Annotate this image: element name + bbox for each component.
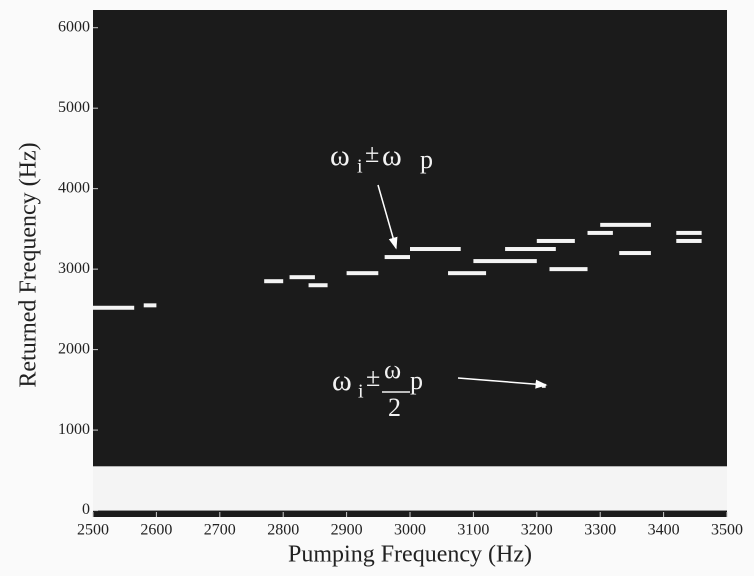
trace: [448, 271, 487, 276]
x-tick-label: 2900: [331, 522, 363, 539]
annotation: ω: [330, 139, 350, 172]
x-tick-label: 3500: [711, 522, 743, 539]
trace: [264, 279, 284, 284]
annotation: ω: [332, 364, 352, 397]
y-tick-label: 5000: [58, 99, 90, 116]
trace: [676, 238, 702, 243]
y-tick-label: 0: [82, 501, 90, 518]
trace: [308, 283, 328, 288]
annotation: i: [358, 381, 364, 403]
annotation: p: [420, 145, 433, 174]
trace: [587, 230, 613, 235]
annotation: ±: [365, 139, 379, 168]
y-tick-label: 6000: [58, 18, 90, 35]
x-tick-label: 2700: [204, 522, 236, 539]
trace: [410, 247, 461, 252]
x-tick-label: 3200: [521, 522, 553, 539]
trace: [473, 259, 537, 264]
x-tick-label: 2600: [140, 522, 172, 539]
trace: [505, 247, 556, 252]
x-tick-label: 2500: [77, 522, 109, 539]
trace: [549, 267, 588, 272]
y-tick-label: 3000: [58, 260, 90, 277]
plot-area: [93, 10, 727, 517]
trace: [93, 305, 135, 310]
trace: [600, 222, 651, 227]
trace: [384, 255, 410, 260]
x-tick-label: 2800: [267, 522, 299, 539]
x-tick-label: 3300: [584, 522, 616, 539]
trace: [289, 275, 315, 280]
annotation: ±: [366, 363, 380, 392]
y-tick-label: 4000: [58, 179, 90, 196]
arrow: [377, 184, 398, 250]
y-tick-label: 2000: [58, 340, 90, 357]
annotation: ω: [382, 139, 402, 172]
trace: [536, 238, 575, 243]
annotation: p: [410, 366, 423, 395]
low-frequency-band: [93, 466, 727, 511]
annotation: i: [357, 156, 363, 178]
arrow: [457, 377, 548, 389]
y-tick-label: 1000: [58, 421, 90, 438]
annotation: 2: [388, 393, 401, 422]
x-tick-label: 3400: [648, 522, 680, 539]
trace: [619, 251, 651, 256]
trace: [676, 230, 702, 235]
trace: [346, 271, 379, 276]
x-tick-label: 3100: [457, 522, 489, 539]
trace: [143, 303, 157, 308]
y-axis-title: Returned Frequency (Hz): [16, 142, 42, 387]
annotation: ω: [384, 355, 401, 384]
x-axis-title: Pumping Frequency (Hz): [288, 542, 532, 568]
x-tick-label: 3000: [394, 522, 426, 539]
